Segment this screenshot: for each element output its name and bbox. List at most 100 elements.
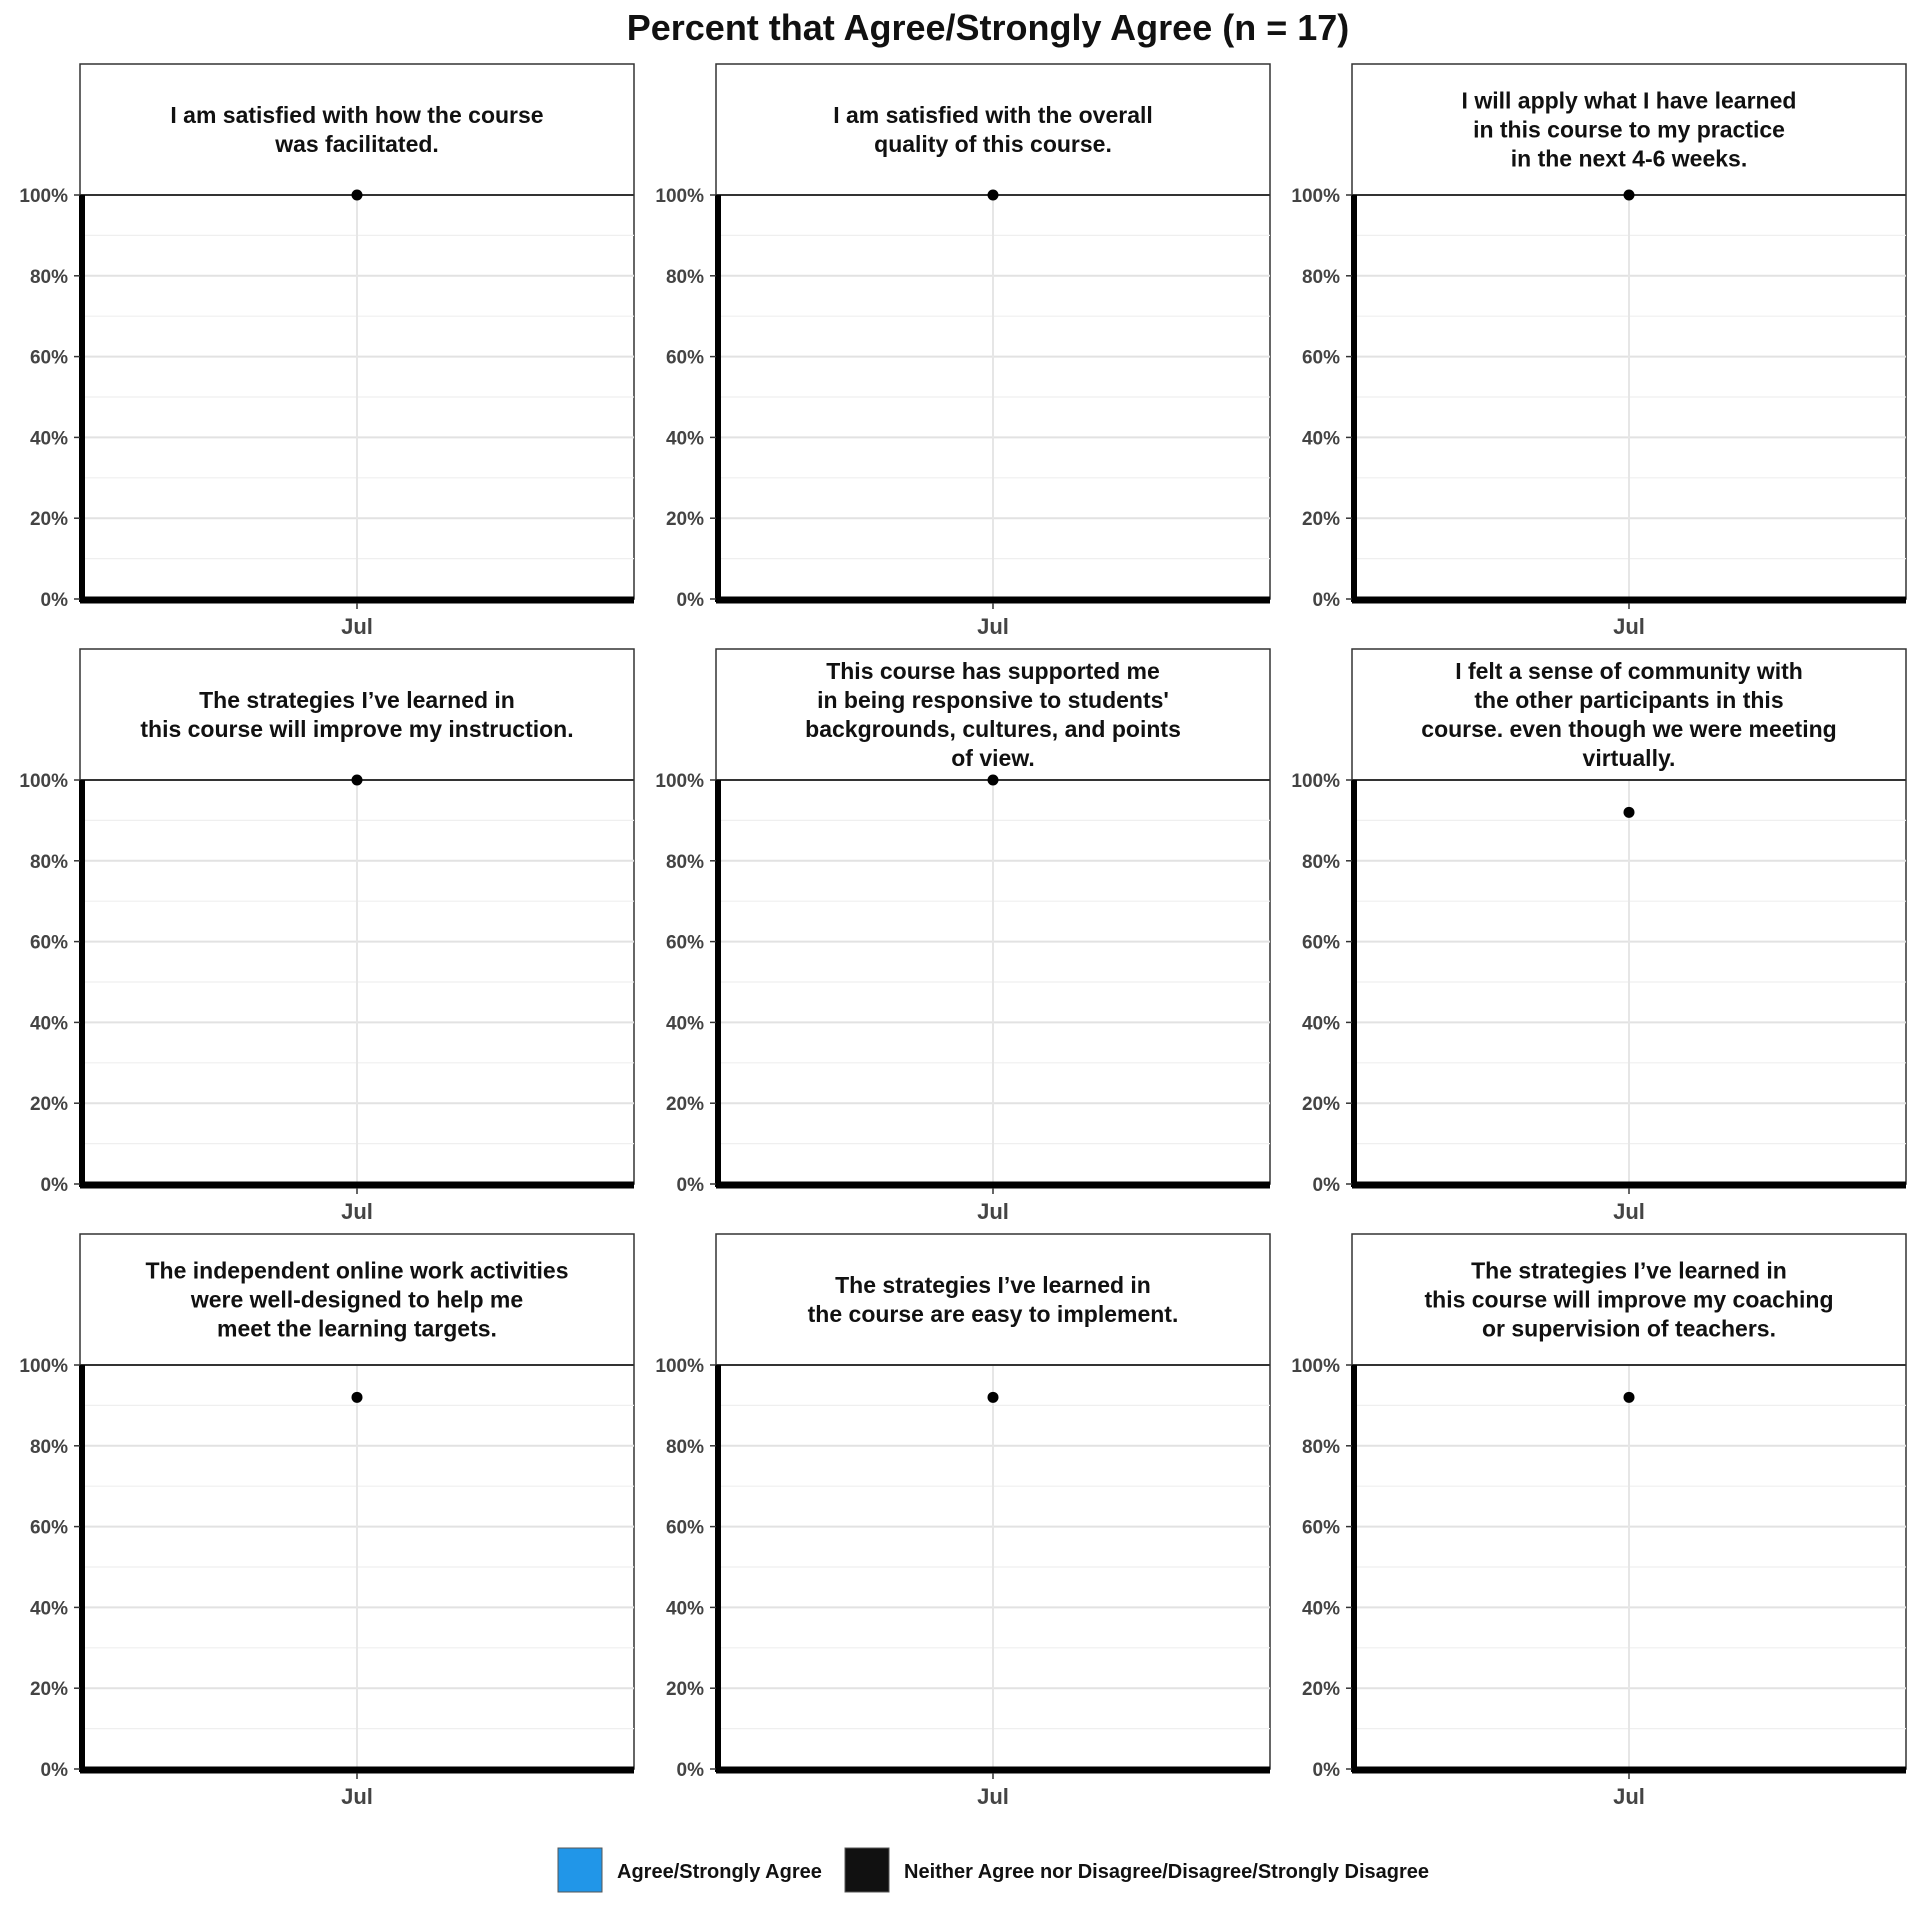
y-tick-label: 100% xyxy=(19,771,68,792)
y-tick-label: 80% xyxy=(30,267,68,288)
panel-title-line: the other participants in this xyxy=(1474,687,1783,713)
x-tick-label: Jul xyxy=(977,614,1009,639)
y-tick-label: 20% xyxy=(1302,1094,1340,1115)
legend-swatch-neutral xyxy=(844,1847,890,1893)
y-tick-label: 40% xyxy=(1302,1013,1340,1034)
panel-title-line: The strategies I’ve learned in xyxy=(835,1272,1151,1298)
data-point xyxy=(1623,189,1635,201)
panel-title-line: I felt a sense of community with xyxy=(1455,658,1803,684)
y-tick-label: 80% xyxy=(666,1437,704,1458)
panel-title-line: backgrounds, cultures, and points xyxy=(805,716,1181,742)
panel-title-line: I am satisfied with the overall xyxy=(833,102,1153,128)
x-tick-label: Jul xyxy=(341,1784,373,1809)
y-tick-label: 40% xyxy=(1302,1598,1340,1619)
y-tick-label: 0% xyxy=(677,590,705,611)
y-tick-label: 60% xyxy=(666,933,704,954)
y-tick-label: 80% xyxy=(1302,267,1340,288)
y-tick-label: 20% xyxy=(1302,1679,1340,1700)
y-tick-label: 20% xyxy=(30,1094,68,1115)
panel-title-line: virtually. xyxy=(1583,745,1676,771)
y-tick-label: 0% xyxy=(1313,1760,1341,1781)
panel-title-line: I will apply what I have learned xyxy=(1462,88,1797,114)
y-tick-label: 20% xyxy=(30,1679,68,1700)
y-tick-label: 40% xyxy=(1302,428,1340,449)
y-tick-label: 0% xyxy=(1313,590,1341,611)
y-tick-label: 40% xyxy=(30,428,68,449)
y-tick-label: 60% xyxy=(666,1518,704,1539)
panel-title-line: the course are easy to implement. xyxy=(808,1301,1179,1327)
data-point xyxy=(1623,1391,1635,1403)
x-tick-label: Jul xyxy=(977,1199,1009,1224)
panel-title-line: The independent online work activities xyxy=(145,1258,568,1284)
legend-label-agree: Agree/Strongly Agree xyxy=(617,1861,822,1883)
y-tick-label: 60% xyxy=(666,348,704,369)
y-tick-label: 20% xyxy=(1302,509,1340,530)
y-tick-label: 100% xyxy=(19,1356,68,1377)
data-point xyxy=(351,189,363,201)
y-tick-label: 0% xyxy=(41,590,69,611)
y-tick-label: 100% xyxy=(1291,186,1340,207)
y-tick-label: 40% xyxy=(30,1598,68,1619)
legend-label-neutral: Neither Agree nor Disagree/Disagree/Stro… xyxy=(904,1861,1429,1883)
y-tick-label: 100% xyxy=(655,1356,704,1377)
y-tick-label: 40% xyxy=(666,1013,704,1034)
y-tick-label: 100% xyxy=(1291,1356,1340,1377)
panel-title-line: in being responsive to students' xyxy=(817,687,1169,713)
y-tick-label: 80% xyxy=(30,852,68,873)
y-tick-label: 40% xyxy=(30,1013,68,1034)
x-tick-label: Jul xyxy=(341,614,373,639)
data-point xyxy=(987,1391,999,1403)
data-point xyxy=(987,774,999,786)
panel-title-line: quality of this course. xyxy=(874,131,1112,157)
y-tick-label: 100% xyxy=(1291,771,1340,792)
x-tick-label: Jul xyxy=(1613,614,1645,639)
y-tick-label: 60% xyxy=(30,348,68,369)
y-tick-label: 60% xyxy=(30,1518,68,1539)
y-tick-label: 20% xyxy=(666,509,704,530)
y-tick-label: 0% xyxy=(1313,1175,1341,1196)
panel-title-line: or supervision of teachers. xyxy=(1482,1316,1776,1342)
y-tick-label: 80% xyxy=(1302,852,1340,873)
panel-title-line: in the next 4-6 weeks. xyxy=(1511,146,1747,172)
y-tick-label: 80% xyxy=(1302,1437,1340,1458)
y-tick-label: 40% xyxy=(666,428,704,449)
legend-swatch-agree xyxy=(557,1847,603,1893)
x-tick-label: Jul xyxy=(977,1784,1009,1809)
data-point xyxy=(987,189,999,201)
y-tick-label: 40% xyxy=(666,1598,704,1619)
x-tick-label: Jul xyxy=(341,1199,373,1224)
y-tick-label: 80% xyxy=(666,852,704,873)
data-point xyxy=(351,774,363,786)
x-tick-label: Jul xyxy=(1613,1784,1645,1809)
y-tick-label: 60% xyxy=(1302,933,1340,954)
y-tick-label: 0% xyxy=(41,1760,69,1781)
y-tick-label: 100% xyxy=(19,186,68,207)
y-tick-label: 20% xyxy=(666,1679,704,1700)
y-tick-label: 60% xyxy=(30,933,68,954)
panel-title-line: The strategies I’ve learned in xyxy=(1471,1258,1787,1284)
y-tick-label: 100% xyxy=(655,771,704,792)
panel-title-line: meet the learning targets. xyxy=(217,1316,497,1342)
data-point xyxy=(1623,806,1635,818)
data-point xyxy=(351,1391,363,1403)
panel-title-line: of view. xyxy=(951,745,1035,771)
panel-title-line: this course will improve my coaching xyxy=(1424,1287,1833,1313)
panel-title-line: This course has supported me xyxy=(826,658,1160,684)
y-tick-label: 0% xyxy=(677,1760,705,1781)
y-tick-label: 100% xyxy=(655,186,704,207)
panel-title-line: this course will improve my instruction. xyxy=(140,716,573,742)
y-tick-label: 20% xyxy=(30,509,68,530)
y-tick-label: 0% xyxy=(677,1175,705,1196)
panel-title-line: The strategies I’ve learned in xyxy=(199,687,515,713)
panel-title-line: was facilitated. xyxy=(274,131,439,157)
y-tick-label: 80% xyxy=(30,1437,68,1458)
panel-title-line: in this course to my practice xyxy=(1473,117,1785,143)
x-tick-label: Jul xyxy=(1613,1199,1645,1224)
y-tick-label: 80% xyxy=(666,267,704,288)
y-tick-label: 60% xyxy=(1302,1518,1340,1539)
chart-title: Percent that Agree/Strongly Agree (n = 1… xyxy=(627,7,1350,48)
panel-title-line: I am satisfied with how the course xyxy=(170,102,543,128)
y-tick-label: 0% xyxy=(41,1175,69,1196)
